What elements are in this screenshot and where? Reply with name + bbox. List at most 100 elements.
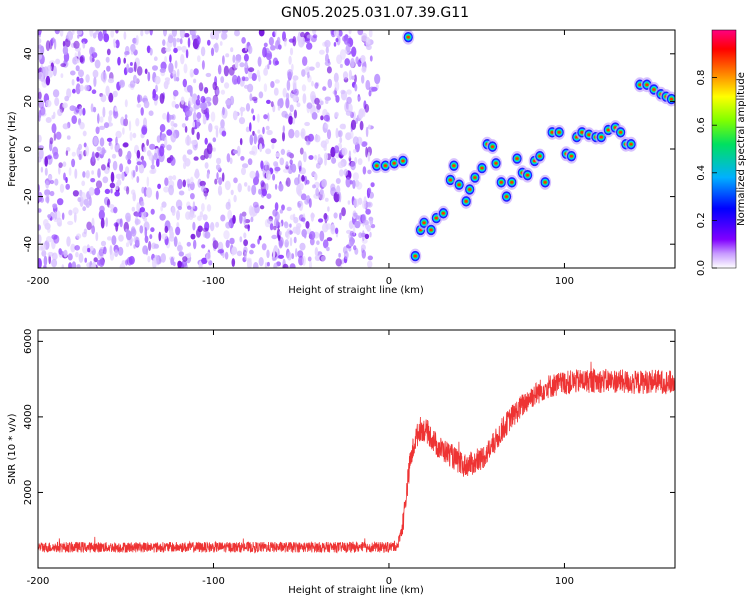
noise-speck	[115, 173, 122, 180]
noise-speck	[206, 251, 211, 262]
y-tick-label: 4000	[23, 404, 34, 429]
noise-speck	[231, 258, 236, 267]
noise-speck	[215, 221, 220, 228]
noise-speck	[74, 52, 78, 61]
noise-speck	[321, 178, 327, 188]
noise-speck	[326, 66, 332, 74]
noise-speck	[40, 166, 44, 173]
noise-speck	[97, 251, 104, 260]
noise-speck	[57, 198, 64, 206]
noise-speck	[171, 30, 177, 37]
noise-speck	[249, 93, 253, 102]
noise-speck	[293, 216, 299, 224]
noise-speck	[100, 71, 107, 82]
noise-speck	[140, 155, 144, 161]
y-tick-label: -20	[23, 188, 34, 204]
noise-speck	[60, 63, 66, 68]
noise-speck	[148, 152, 153, 161]
noise-speck	[178, 190, 185, 196]
noise-speck	[44, 189, 51, 196]
noise-speck	[148, 241, 152, 251]
noise-speck	[90, 103, 94, 113]
noise-speck	[176, 210, 180, 221]
noise-speck	[308, 66, 315, 71]
noise-speck	[357, 197, 363, 205]
noise-speck	[58, 248, 62, 255]
noise-speck	[76, 233, 82, 239]
noise-speck	[79, 84, 84, 92]
noise-speck	[126, 256, 133, 266]
noise-speck	[234, 60, 239, 69]
noise-speck	[77, 50, 81, 60]
noise-speck	[71, 79, 75, 86]
noise-speck	[143, 100, 150, 109]
noise-speck	[45, 75, 51, 86]
noise-speck	[270, 45, 276, 51]
noise-speck	[58, 165, 61, 175]
noise-speck	[131, 206, 135, 212]
noise-speck	[153, 152, 158, 161]
noise-speck	[95, 152, 100, 158]
noise-speck	[45, 99, 52, 108]
noise-speck	[179, 38, 183, 45]
noise-speck	[76, 76, 80, 82]
noise-speck	[314, 247, 319, 257]
noise-speck	[91, 170, 94, 175]
noise-speck	[253, 133, 257, 145]
noise-speck	[262, 126, 265, 135]
noise-speck	[38, 234, 42, 244]
noise-region	[38, 30, 381, 268]
noise-speck	[104, 188, 111, 194]
noise-speck	[171, 206, 176, 216]
noise-speck	[357, 158, 363, 166]
noise-speck	[183, 263, 188, 268]
noise-speck	[229, 157, 233, 165]
noise-speck	[83, 198, 90, 206]
noise-speck	[119, 163, 124, 173]
noise-speck	[118, 234, 124, 242]
noise-speck	[149, 169, 155, 174]
noise-speck	[233, 177, 238, 184]
noise-speck	[148, 110, 154, 116]
noise-speck	[82, 107, 86, 116]
noise-speck	[270, 81, 275, 88]
noise-speck	[55, 58, 61, 65]
noise-speck	[288, 128, 295, 139]
noise-speck	[159, 145, 165, 157]
noise-speck	[292, 36, 297, 47]
noise-speck	[223, 65, 229, 77]
noise-speck	[180, 96, 185, 105]
noise-speck	[238, 117, 246, 125]
noise-speck	[222, 106, 225, 116]
noise-speck	[84, 257, 87, 263]
noise-speck	[85, 145, 89, 157]
noise-speck	[234, 30, 240, 37]
noise-speck	[38, 37, 42, 45]
noise-speck	[339, 123, 346, 130]
noise-speck	[217, 64, 222, 75]
noise-speck	[190, 176, 194, 185]
noise-speck	[364, 103, 370, 113]
noise-speck	[123, 142, 129, 148]
noise-speck	[314, 97, 320, 105]
noise-speck	[366, 44, 372, 51]
noise-speck	[162, 39, 166, 46]
noise-speck	[65, 183, 70, 190]
noise-speck	[177, 178, 183, 190]
noise-speck	[183, 63, 188, 74]
noise-speck	[371, 86, 378, 92]
noise-speck	[274, 166, 281, 172]
noise-speck	[260, 160, 264, 170]
signal-blob	[614, 124, 627, 140]
noise-speck	[108, 114, 112, 123]
noise-speck	[75, 65, 80, 72]
noise-speck	[233, 194, 237, 203]
noise-speck	[265, 162, 271, 172]
noise-speck	[264, 262, 268, 268]
noise-speck	[252, 201, 259, 208]
noise-speck	[247, 158, 253, 166]
noise-speck	[126, 63, 130, 73]
noise-speck	[299, 242, 306, 251]
noise-speck	[278, 239, 283, 249]
